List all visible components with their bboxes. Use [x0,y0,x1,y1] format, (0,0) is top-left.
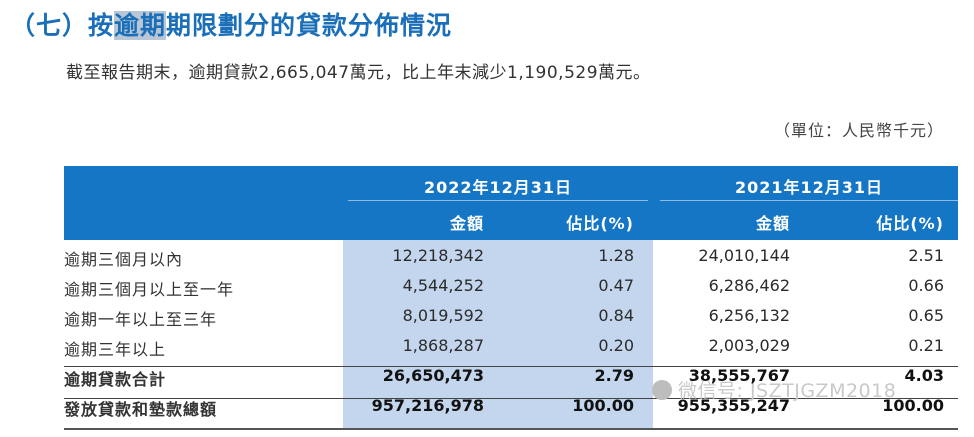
page-title: （七）按逾期期限劃分的貸款分佈情況 [10,6,452,42]
amount-2021: 24,010,144 [698,246,790,265]
subheader-pct-2022: 佔比(%) [566,214,634,233]
row-label: 逾期三年以上 [64,340,167,359]
title-suffix: 期限劃分的貸款分佈情況 [166,11,453,40]
pct-2022: 0.84 [598,306,634,325]
pct-2022: 2.79 [594,366,634,385]
table-row: 逾期三年以上 1,868,287 0.20 2,003,029 0.21 [64,330,958,360]
table-row: 逾期三個月以上至一年 4,544,252 0.47 6,286,462 0.66 [64,270,958,300]
pct-2021: 0.66 [908,276,944,295]
amount-2022: 1,868,287 [402,336,484,355]
pct-2022: 0.47 [598,276,634,295]
pct-2022: 1.28 [598,246,634,265]
row-label: 逾期一年以上至三年 [64,310,218,329]
pct-2021: 0.65 [908,306,944,325]
watermark-text: 微信号: JSZTJGZM2018 [678,380,897,402]
pct-2021: 2.51 [908,246,944,265]
row-label: 逾期貸款合計 [64,370,167,389]
title-prefix: （七）按 [10,11,115,40]
header-divider-2022 [348,200,648,201]
amount-2021: 6,256,132 [708,306,790,325]
watermark: 微信号: JSZTJGZM2018 [652,376,896,403]
total-row-bottom-rule [64,398,958,399]
pct-2021: 4.03 [904,366,944,385]
pct-2021: 100.00 [882,396,944,415]
amount-2021: 6,286,462 [708,276,790,295]
row-label: 發放貸款和墊款總額 [64,400,218,419]
wechat-icon [652,380,672,400]
table-row: 逾期三個月以內 12,218,342 1.28 24,010,144 2.51 [64,240,958,270]
year-header-2021: 2021年12月31日 [734,178,884,197]
pct-2022: 100.00 [572,396,634,415]
total-row-top-rule [64,366,958,367]
header-divider-2021 [660,200,958,201]
table-row-total-overdue: 逾期貸款合計 26,650,473 2.79 38,555,767 4.03 [64,360,958,390]
subheader-pct-2021: 佔比(%) [876,214,944,233]
intro-paragraph: 截至報告期末，逾期貸款2,665,047萬元，比上年末減少1,190,529萬元… [66,63,651,83]
table-header: 2022年12月31日 2021年12月31日 金額 佔比(%) 金額 佔比(%… [64,166,958,240]
column-shade-2022 [343,240,653,428]
subheader-amount-2022: 金額 [449,214,484,233]
amount-2022: 12,218,342 [392,246,484,265]
loan-table: 2022年12月31日 2021年12月31日 金額 佔比(%) 金額 佔比(%… [64,166,958,430]
amount-2021: 38,555,767 [688,366,790,385]
title-highlight: 逾期 [114,11,167,40]
row-label: 逾期三個月以內 [64,250,184,269]
amount-2022: 957,216,978 [371,396,484,415]
table-row-total-loans: 發放貸款和墊款總額 957,216,978 100.00 955,355,247… [64,390,958,420]
row-label: 逾期三個月以上至一年 [64,280,235,299]
year-header-2022: 2022年12月31日 [423,178,573,197]
amount-2021: 955,355,247 [677,396,790,415]
table-body: 逾期三個月以內 12,218,342 1.28 24,010,144 2.51 … [64,240,958,430]
amount-2022: 4,544,252 [402,276,484,295]
table-row: 逾期一年以上至三年 8,019,592 0.84 6,256,132 0.65 [64,300,958,330]
subheader-amount-2021: 金額 [755,214,790,233]
unit-note: （單位：人民幣千元） [773,121,944,140]
amount-2022: 8,019,592 [402,306,484,325]
amount-2022: 26,650,473 [382,366,484,385]
pct-2022: 0.20 [598,336,634,355]
amount-2021: 2,003,029 [708,336,790,355]
table-bottom-rule [64,428,958,430]
pct-2021: 0.21 [908,336,944,355]
